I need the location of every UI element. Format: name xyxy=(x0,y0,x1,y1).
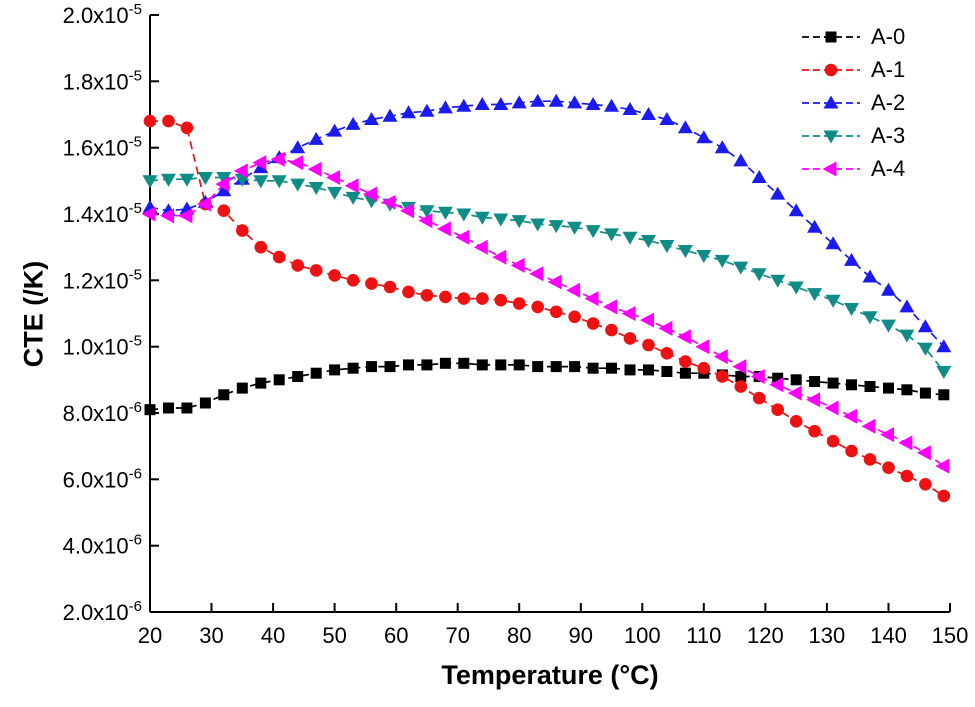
svg-text:110: 110 xyxy=(686,623,721,648)
legend-label-A-0: A-0 xyxy=(871,23,906,49)
svg-text:2.0x10-5: 2.0x10-5 xyxy=(63,1,142,28)
svg-text:40: 40 xyxy=(261,623,285,648)
svg-text:50: 50 xyxy=(322,623,346,648)
legend: A-0 A-1 A-2 A-3 A-4 xyxy=(800,20,905,185)
series-A-2 xyxy=(142,93,952,353)
svg-text:70: 70 xyxy=(445,623,469,648)
legend-item-A-4: A-4 xyxy=(800,152,905,185)
legend-label-A-4: A-4 xyxy=(871,155,906,181)
y-axis-label: CTE (/K) xyxy=(18,260,49,368)
svg-text:150: 150 xyxy=(932,623,969,648)
svg-text:1.4x10-5: 1.4x10-5 xyxy=(63,200,142,227)
square-marker-icon xyxy=(802,31,860,42)
legend-label-A-3: A-3 xyxy=(871,122,906,148)
svg-text:120: 120 xyxy=(747,623,784,648)
svg-text:140: 140 xyxy=(870,623,907,648)
legend-item-A-2: A-2 xyxy=(800,86,905,119)
svg-text:8.0x10-6: 8.0x10-6 xyxy=(63,399,142,426)
series-A-1 xyxy=(143,114,951,503)
svg-text:2.0x10-6: 2.0x10-6 xyxy=(63,598,142,625)
svg-text:130: 130 xyxy=(809,623,846,648)
svg-text:60: 60 xyxy=(384,623,408,648)
svg-text:6.0x10-6: 6.0x10-6 xyxy=(63,465,142,492)
legend-item-A-1: A-1 xyxy=(800,53,905,86)
legend-label-A-1: A-1 xyxy=(871,56,906,82)
triangle-left-marker-icon xyxy=(802,161,860,176)
svg-text:30: 30 xyxy=(199,623,223,648)
series-A-0 xyxy=(144,357,950,416)
series-A-3 xyxy=(142,172,952,379)
triangle-up-marker-icon xyxy=(802,95,860,108)
svg-text:100: 100 xyxy=(624,623,661,648)
series-A-4 xyxy=(141,151,950,474)
x-axis-label: Temperature (°C) xyxy=(441,660,659,690)
svg-text:1.0x10-5: 1.0x10-5 xyxy=(63,333,142,360)
x-axis: 20 30 40 50 60 70 80 90 100 110 120 130 140 150 xyxy=(138,603,969,648)
svg-text:1.8x10-5: 1.8x10-5 xyxy=(63,67,142,94)
svg-text:90: 90 xyxy=(569,623,593,648)
legend-item-A-3: A-3 xyxy=(800,119,905,152)
circle-marker-icon xyxy=(802,63,860,76)
svg-text:80: 80 xyxy=(507,623,531,648)
svg-text:20: 20 xyxy=(138,623,162,648)
legend-label-A-2: A-2 xyxy=(871,89,906,115)
svg-text:1.2x10-5: 1.2x10-5 xyxy=(63,266,142,293)
svg-text:1.6x10-5: 1.6x10-5 xyxy=(63,134,142,161)
triangle-down-marker-icon xyxy=(802,130,860,143)
y-axis: 2.0x10-6 4.0x10-6 6.0x10-6 8.0x10-6 1.0x10-5… xyxy=(63,1,159,625)
legend-item-A-0: A-0 xyxy=(800,20,905,53)
svg-text:4.0x10-6: 4.0x10-6 xyxy=(63,532,142,559)
